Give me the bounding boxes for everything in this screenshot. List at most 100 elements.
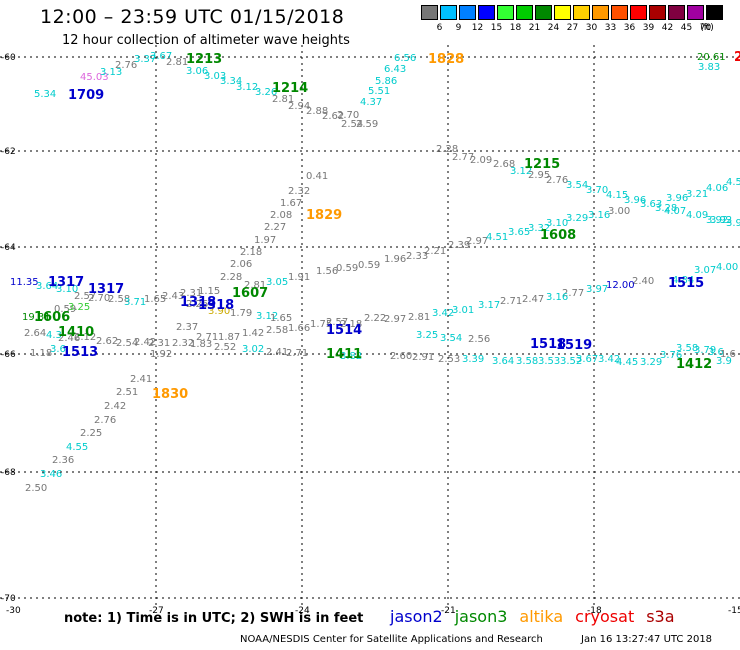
satellite-legend-entry: s3a	[646, 607, 675, 626]
wave-height-label: 3.96	[666, 193, 688, 204]
wave-height-label: 4.51	[486, 232, 508, 243]
wave-height-label: 3.46	[40, 469, 62, 480]
wave-height-label: 2.77	[562, 288, 584, 299]
longitude-label: -27	[149, 606, 164, 616]
wave-height-label: 4.06	[706, 183, 728, 194]
wave-height-label: 1.96	[384, 254, 406, 265]
wave-height-label: 3.9	[716, 356, 732, 367]
longitude-label: -18	[587, 606, 602, 616]
wave-height-label: 3.25	[68, 302, 90, 313]
wave-height-label: 3.6	[50, 344, 66, 355]
wave-height-label: 3.02	[242, 344, 264, 355]
wave-height-label: 2.81	[272, 94, 294, 105]
wave-height-label: 3.16	[546, 292, 568, 303]
wave-height-label: 2.25	[80, 428, 102, 439]
legend-swatch	[592, 5, 609, 20]
graticule-labels: -60 -62 -64 -66 -68 -70 -30 -27 -24 -21 -18 -15	[1, 53, 740, 616]
pass-times-layer: 1709 1213 1214 1828 1829 1215 1608 1317 1317 1318…	[34, 50, 740, 402]
wave-height-label: 3.52	[560, 356, 582, 367]
wave-height-label: 3.01	[452, 305, 474, 316]
wave-height-label: 3.25	[416, 330, 438, 341]
wave-height-label: 2.70	[337, 110, 359, 121]
wave-height-label: 2.81	[166, 57, 188, 68]
wave-height-label: 3.05	[266, 277, 288, 288]
wave-height-label: 4.07	[664, 206, 686, 217]
wave-height-label: 2.95	[528, 170, 550, 181]
longitude-label: -30	[6, 606, 21, 616]
pass-time-label: 1515	[668, 276, 704, 291]
wave-height-label: 1.56	[316, 266, 338, 277]
wave-height-label: 2.97	[384, 314, 406, 325]
wave-height-label: 3.65	[508, 227, 530, 238]
wave-height-label: 2.52	[214, 342, 236, 353]
wave-height-label: 4.45	[616, 357, 638, 368]
wave-height-label: 0.59	[336, 263, 358, 274]
legend-label: 39	[642, 23, 655, 33]
wave-height-label: 3.63	[640, 199, 662, 210]
pass-time-label: 1608	[540, 228, 576, 243]
wave-height-label: 2.18	[240, 247, 262, 258]
wave-height-label: 2.70	[88, 293, 110, 304]
satellite-legend-entry: jason2	[390, 607, 443, 626]
wave-height-label: 2.08	[270, 210, 292, 221]
legend-label: 30	[585, 23, 598, 33]
legend-swatch	[421, 5, 438, 20]
wave-height-label: 3.10	[56, 284, 78, 295]
legend-swatch	[573, 5, 590, 20]
credit-line: NOAA/NESDIS Center for Satellite Applica…	[240, 634, 543, 645]
page-subtitle: 12 hour collection of altimeter wave hei…	[62, 33, 350, 48]
wave-height-label: 1.65	[144, 294, 166, 305]
pass-time-label: 1318	[180, 295, 216, 310]
pass-time-label: 1317	[88, 282, 124, 297]
wave-height-label: 2.71	[500, 296, 522, 307]
wave-height-label: 3.6	[708, 347, 724, 358]
wave-height-label: 1.42	[242, 328, 264, 339]
wave-height-label: 2.58	[108, 294, 130, 305]
wave-height-label: 2.59	[356, 119, 378, 130]
wave-height-label: 4.3	[46, 330, 62, 341]
pass-time-label: 1513	[62, 345, 98, 360]
pass-time-label: 1214	[272, 81, 308, 96]
wave-height-label: 3.07	[694, 265, 716, 276]
wave-height-label: 3.03	[204, 71, 226, 82]
wave-height-label: 6.43	[384, 64, 406, 75]
legend-swatch	[535, 5, 552, 20]
legend-label: 36	[623, 23, 636, 33]
legend-swatch	[611, 5, 628, 20]
latitude-label: -64	[1, 243, 16, 253]
wave-height-label: 2.26	[186, 299, 208, 310]
wave-height-label: 1.91	[288, 272, 310, 283]
legend-label: 27	[566, 23, 579, 33]
wave-height-label: 1.65	[270, 313, 292, 324]
wave-height-label: 2.54	[341, 119, 363, 130]
wave-height-label: 20.61	[697, 52, 726, 63]
wave-height-label: 2.42	[104, 401, 126, 412]
wave-height-label: 3.64	[36, 281, 58, 292]
legend-swatch	[478, 5, 495, 20]
legend-label: 24	[547, 23, 560, 33]
wave-height-label: 1.66	[288, 323, 310, 334]
legend-label: 12	[471, 23, 484, 33]
pass-time-label: 1830	[152, 387, 188, 402]
wave-height-label: 3.67	[576, 354, 598, 365]
wave-height-label: 2.62	[96, 336, 118, 347]
wave-height-label: 3.70	[586, 185, 608, 196]
wave-height-label: 2.53	[438, 354, 460, 365]
wave-height-label: 1.83	[190, 339, 212, 350]
legend-label: 21	[528, 23, 541, 33]
wave-height-label: 12.00	[606, 280, 635, 291]
wave-height-label: 4.00	[716, 262, 738, 273]
legend-swatch	[630, 5, 647, 20]
wave-height-label: 3.17	[478, 300, 500, 311]
wave-height-label: 3.28	[655, 203, 677, 214]
legend-unit: (ft)	[700, 23, 714, 33]
longitude-label: -15	[728, 606, 740, 616]
wave-height-label: 3.29	[566, 213, 588, 224]
wave-height-label: 2.40	[632, 276, 654, 287]
wave-height-label: 2.58	[266, 325, 288, 336]
wave-height-label: 2.51	[116, 387, 138, 398]
wave-height-label: 4.84	[672, 275, 694, 286]
wave-height-label: 3.58	[676, 343, 698, 354]
wave-height-label: 3.82	[340, 351, 362, 362]
legend-swatch	[516, 5, 533, 20]
